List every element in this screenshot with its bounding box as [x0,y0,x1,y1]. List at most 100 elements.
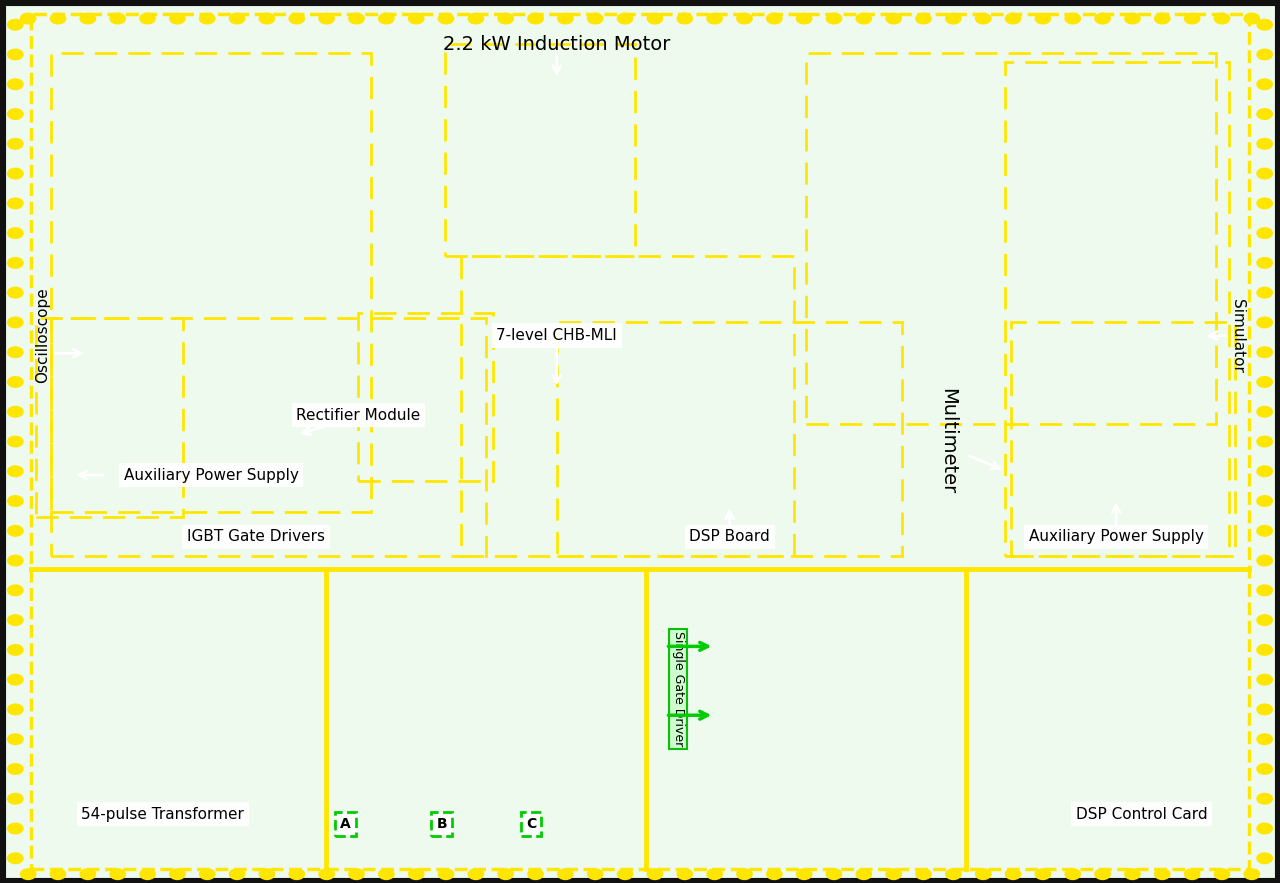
Circle shape [856,869,872,879]
Circle shape [1257,466,1272,477]
Text: Rectifier Module: Rectifier Module [296,408,421,422]
Circle shape [1257,436,1272,447]
Circle shape [81,869,96,879]
Bar [51,318,486,556]
Circle shape [20,13,36,24]
Circle shape [796,13,812,24]
Circle shape [81,13,96,24]
Text: Auxiliary Power Supply: Auxiliary Power Supply [124,468,298,482]
Circle shape [319,13,334,24]
Circle shape [229,869,244,879]
Circle shape [648,869,663,879]
Circle shape [1257,764,1272,774]
Circle shape [8,466,23,477]
Circle shape [767,869,782,879]
Circle shape [1257,645,1272,655]
Text: Auxiliary Power Supply: Auxiliary Power Supply [1029,530,1203,544]
Circle shape [737,869,753,879]
Bar [1005,62,1229,556]
Circle shape [348,13,364,24]
Circle shape [1244,13,1260,24]
Circle shape [229,13,244,24]
Circle shape [856,13,872,24]
Circle shape [527,13,543,24]
Circle shape [8,19,23,30]
Circle shape [1257,228,1272,238]
Circle shape [408,869,424,879]
Circle shape [1094,869,1110,879]
Circle shape [1257,347,1272,358]
Circle shape [617,869,632,879]
Circle shape [140,869,155,879]
Circle shape [737,13,753,24]
Circle shape [1036,13,1051,24]
Circle shape [1257,79,1272,89]
Circle shape [1257,704,1272,714]
Circle shape [1257,406,1272,417]
Circle shape [1257,495,1272,506]
Circle shape [707,869,722,879]
Circle shape [1257,317,1272,328]
Circle shape [1155,13,1170,24]
Circle shape [8,645,23,655]
Circle shape [8,258,23,268]
Circle shape [916,869,932,879]
Circle shape [8,139,23,149]
Circle shape [1125,13,1140,24]
Circle shape [498,13,513,24]
Circle shape [1244,869,1260,879]
Circle shape [8,764,23,774]
Circle shape [438,869,453,879]
Circle shape [796,869,812,879]
Circle shape [498,869,513,879]
Circle shape [886,13,901,24]
Circle shape [200,13,215,24]
Circle shape [260,869,275,879]
Circle shape [1065,869,1080,879]
Circle shape [8,675,23,685]
Circle shape [1094,13,1110,24]
Circle shape [348,869,364,879]
Circle shape [677,869,692,879]
Text: Multimeter: Multimeter [938,389,956,494]
Circle shape [1257,287,1272,298]
Bar [445,44,635,256]
Bar [461,256,794,556]
Circle shape [468,13,484,24]
Circle shape [1257,377,1272,388]
Circle shape [648,13,663,24]
Circle shape [8,198,23,208]
Circle shape [1184,13,1199,24]
Circle shape [558,13,573,24]
Circle shape [8,853,23,864]
Circle shape [8,794,23,804]
Circle shape [200,869,215,879]
Circle shape [8,228,23,238]
Circle shape [1257,823,1272,834]
Circle shape [1257,675,1272,685]
Circle shape [1257,853,1272,864]
Text: Oscilloscope: Oscilloscope [35,288,50,383]
Circle shape [1257,615,1272,625]
Text: B: B [436,817,447,831]
Circle shape [50,869,65,879]
Circle shape [1005,869,1020,879]
Circle shape [1257,19,1272,30]
Circle shape [1155,869,1170,879]
Circle shape [1257,525,1272,536]
Circle shape [588,13,603,24]
Circle shape [975,869,991,879]
Circle shape [8,79,23,89]
Circle shape [1257,555,1272,566]
Text: A: A [340,817,351,831]
Circle shape [8,734,23,744]
Bar [1011,322,1235,556]
Text: C: C [526,817,536,831]
Text: Single Gate Driver: Single Gate Driver [672,631,685,746]
Circle shape [886,869,901,879]
Circle shape [8,704,23,714]
Circle shape [1125,869,1140,879]
Text: 7-level CHB-MLI: 7-level CHB-MLI [497,328,617,343]
Circle shape [8,317,23,328]
Circle shape [1184,869,1199,879]
